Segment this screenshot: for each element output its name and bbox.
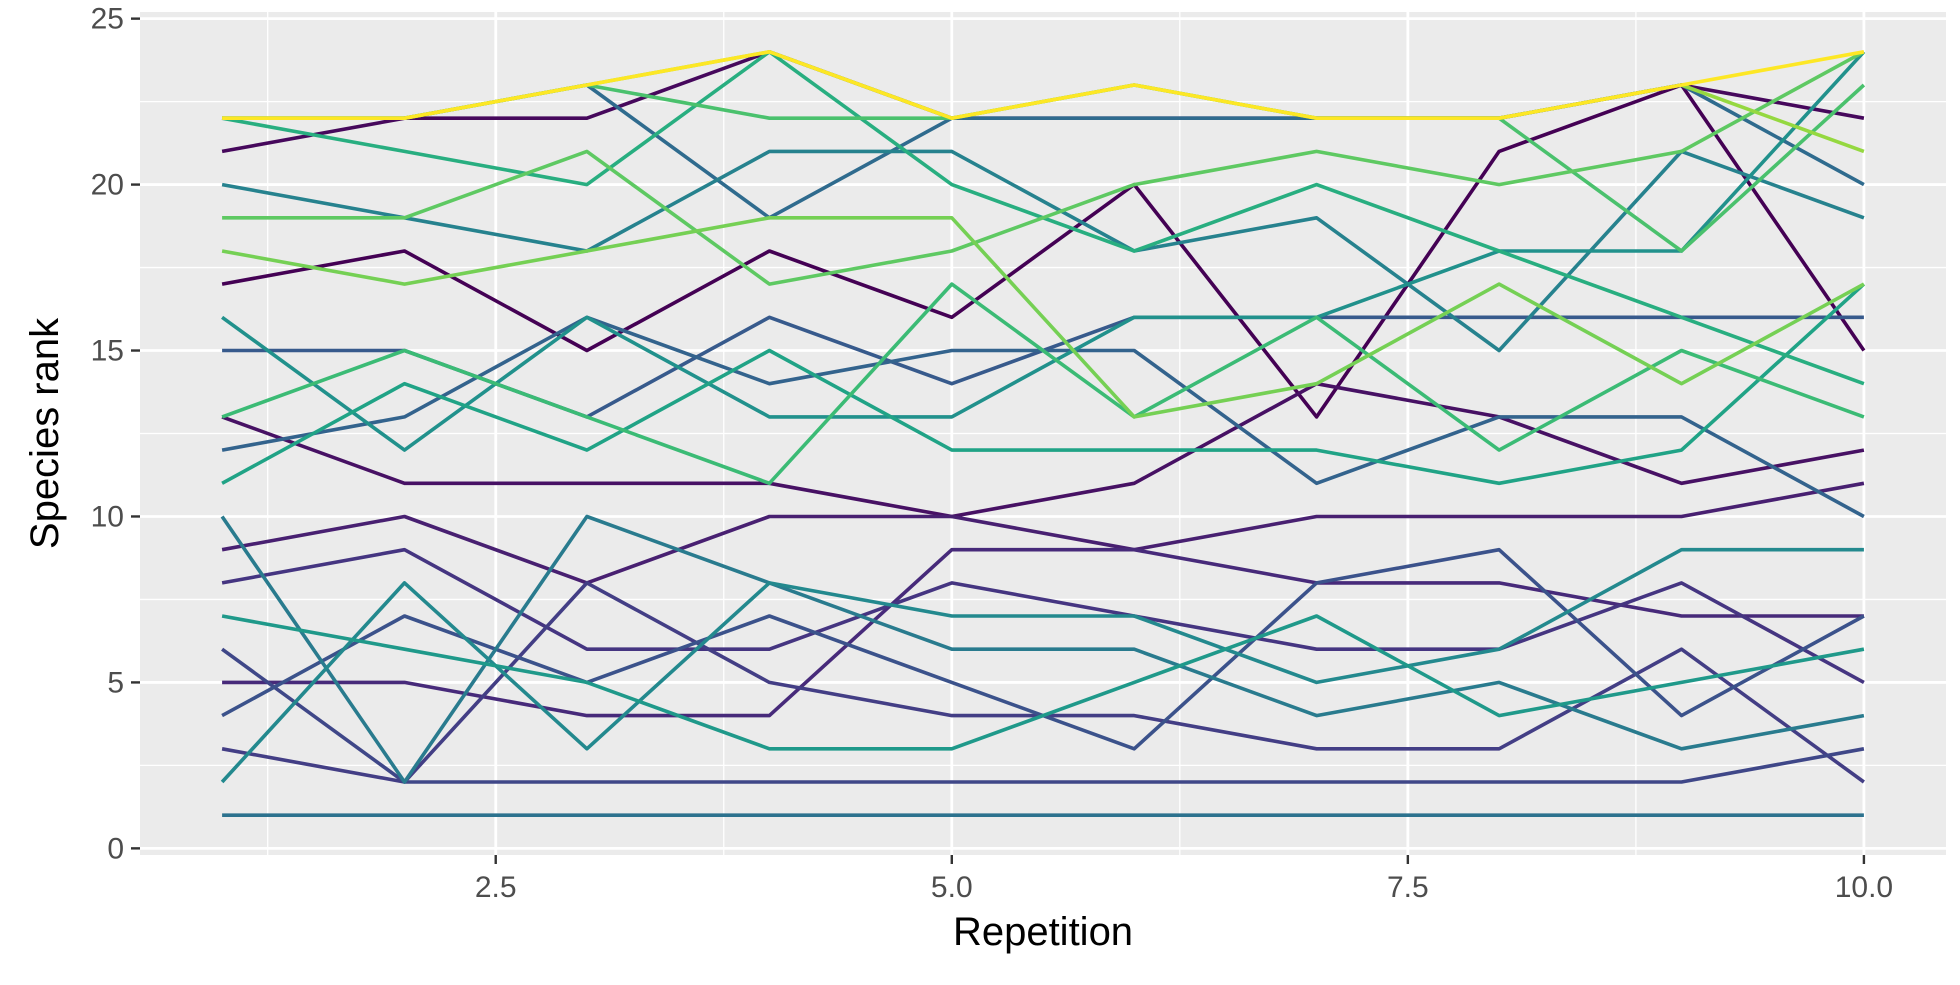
y-tick-label: 15 xyxy=(91,335,124,368)
x-tick-label: 2.5 xyxy=(475,871,517,904)
x-tick-label: 7.5 xyxy=(1387,871,1429,904)
series-line-3 xyxy=(221,381,1865,519)
series-line-1 xyxy=(221,83,1866,419)
y-axis-tick-labels: 0 5 10 15 20 25 xyxy=(91,3,124,866)
series-line-19 xyxy=(221,282,1866,486)
series-line-6 xyxy=(221,547,1865,684)
x-axis-tick-labels: 2.5 5.0 7.5 10.0 xyxy=(475,871,1893,904)
series-lines xyxy=(220,49,1866,818)
x-axis-title: Repetition xyxy=(953,910,1133,954)
series-line-8 xyxy=(221,647,1865,784)
y-tick-label: 20 xyxy=(91,169,124,202)
x-tick-label: 10.0 xyxy=(1835,871,1893,904)
y-axis-title: Species rank xyxy=(23,317,67,549)
series-line-26 xyxy=(222,49,1865,120)
series-line-4 xyxy=(221,481,1865,585)
y-tick-label: 0 xyxy=(107,832,124,865)
y-tick-label: 5 xyxy=(107,666,124,699)
axis-ticks xyxy=(131,17,1866,864)
series-line-23 xyxy=(222,50,1865,286)
series-line-14 xyxy=(220,514,1865,784)
x-tick-label: 5.0 xyxy=(931,871,973,904)
series-line-24 xyxy=(221,216,1865,419)
series-line-21 xyxy=(221,282,1865,486)
y-tick-label: 10 xyxy=(91,500,124,533)
series-line-18 xyxy=(221,614,1865,751)
y-tick-label: 25 xyxy=(91,3,124,36)
